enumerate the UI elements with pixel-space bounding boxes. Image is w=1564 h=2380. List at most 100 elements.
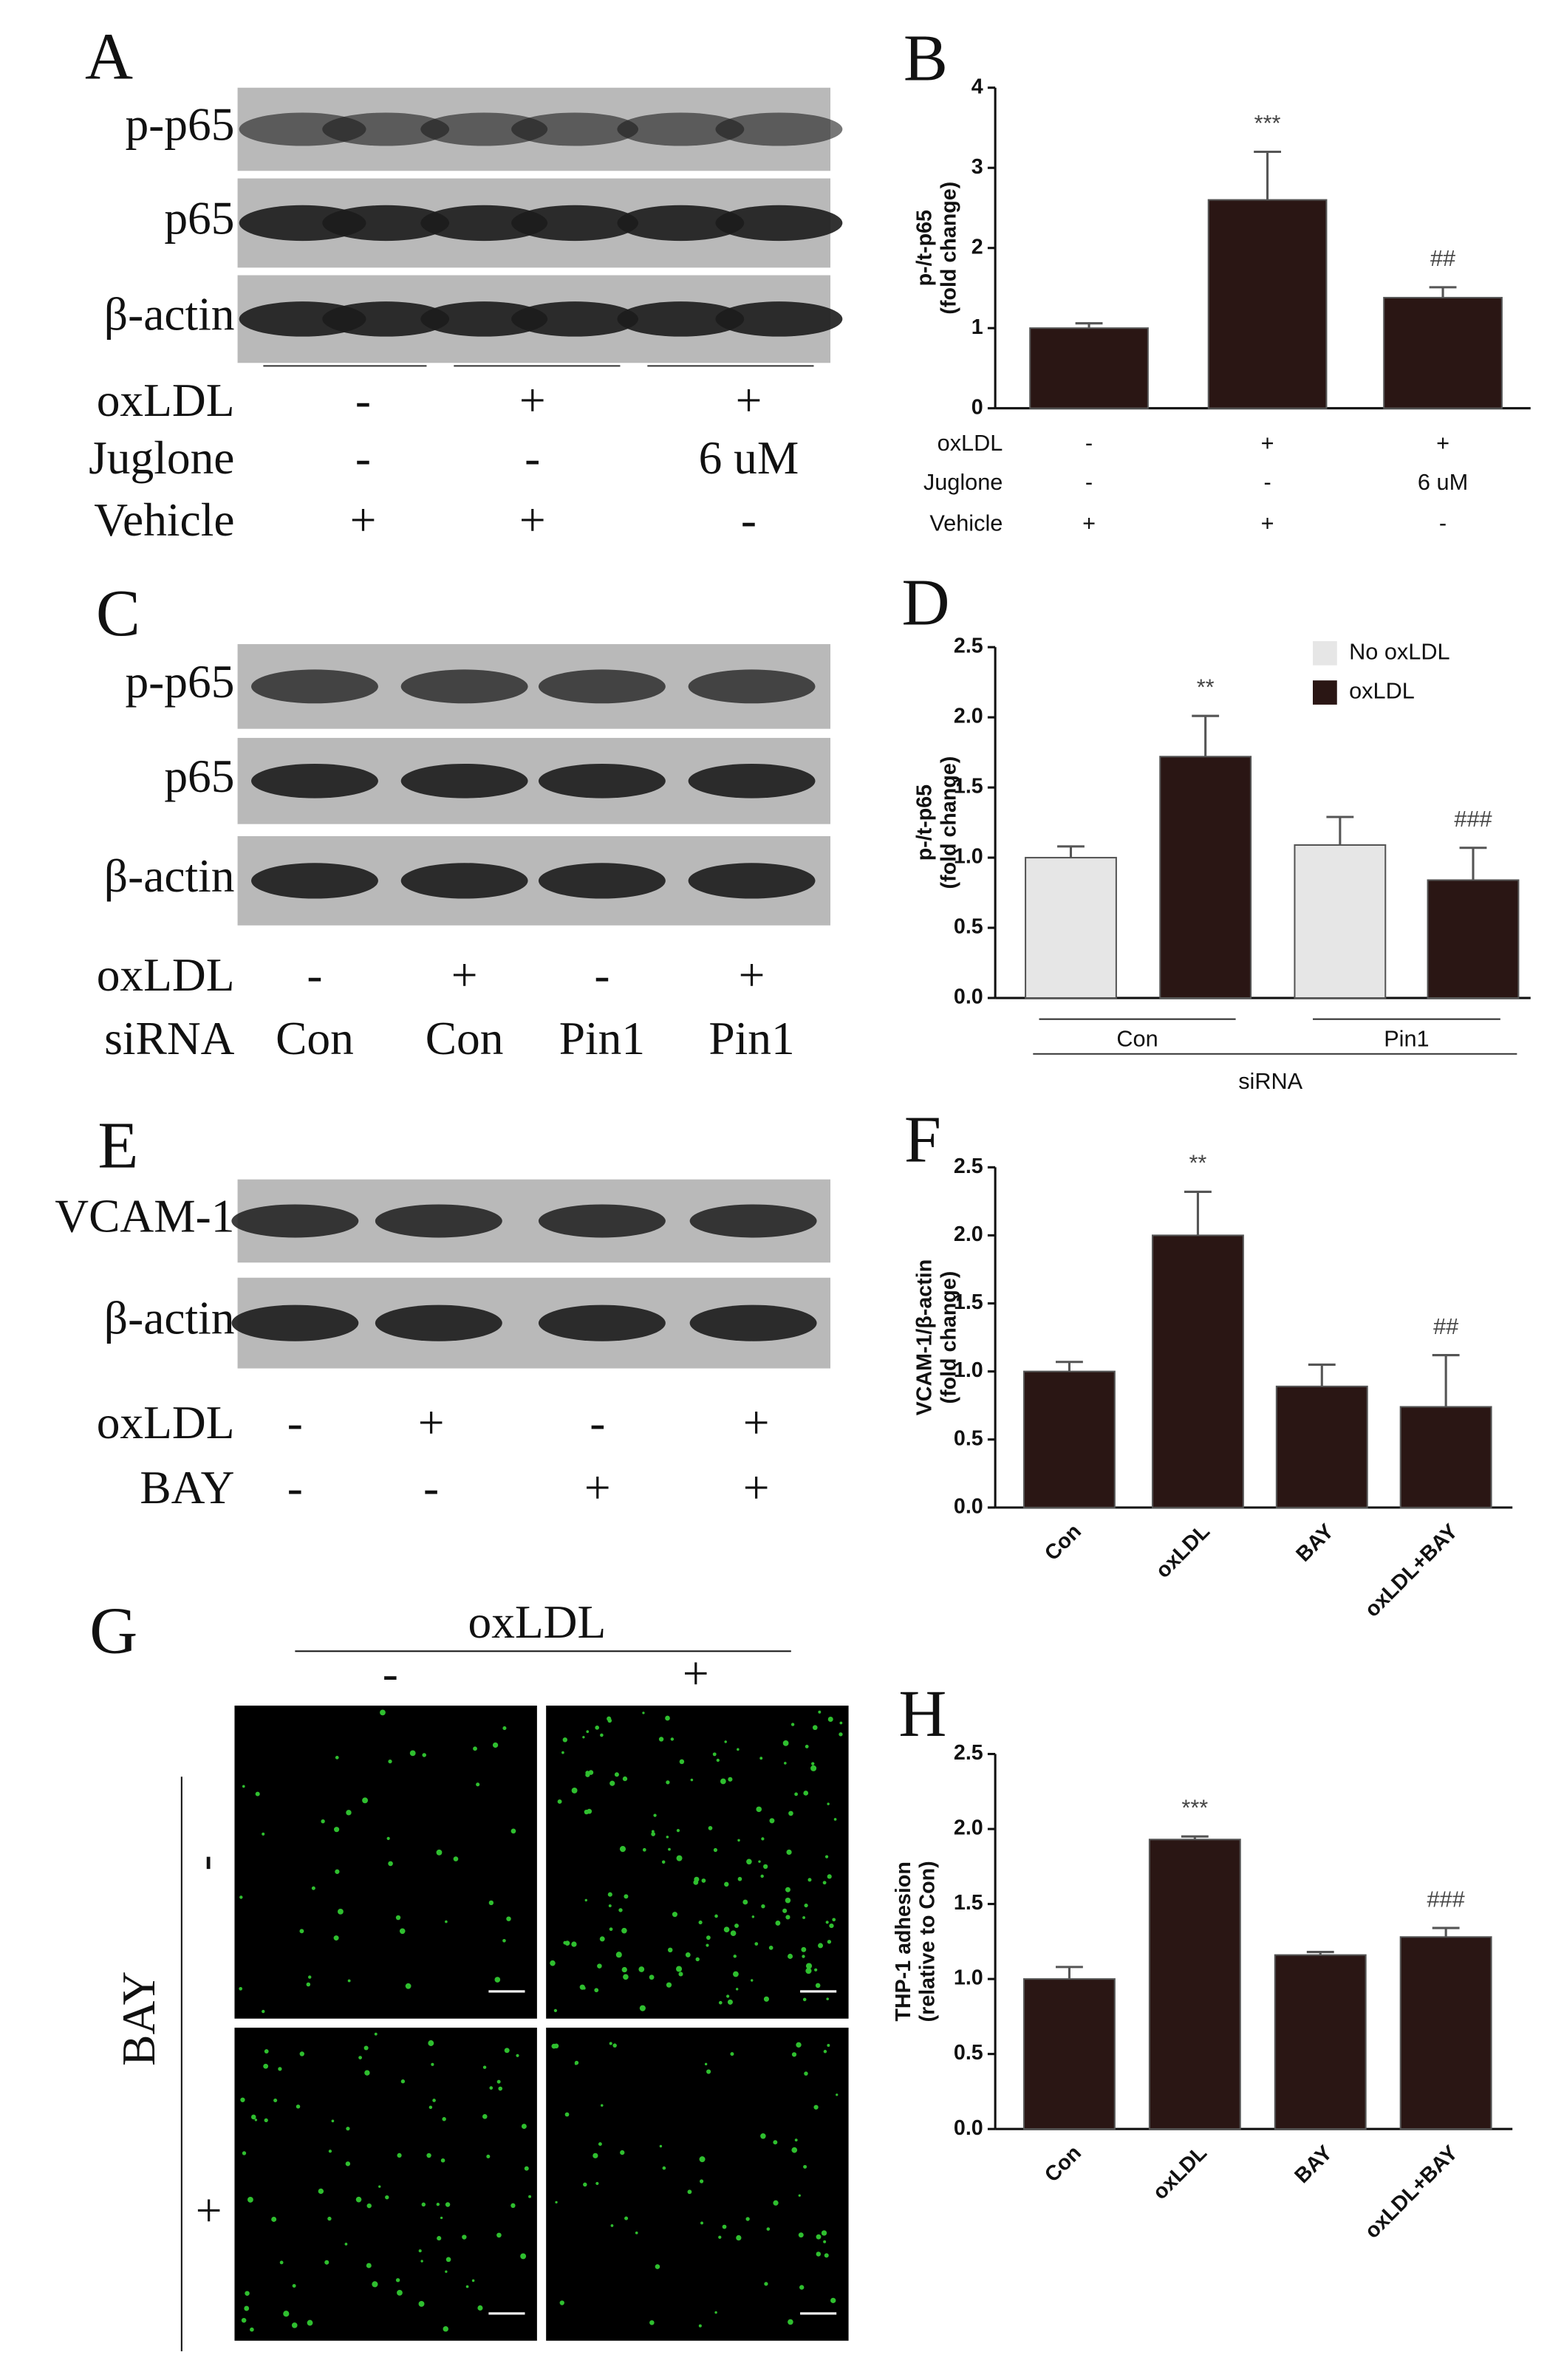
cell-dot (822, 1881, 827, 1885)
blot-band (511, 112, 639, 146)
cell-dot (839, 1721, 843, 1725)
condition-value: - (1263, 469, 1271, 495)
cell-dot (807, 1878, 812, 1882)
condition-name: oxLDL (938, 430, 1003, 456)
y-axis-label: (fold change) (937, 182, 960, 315)
blot-band (375, 1304, 502, 1341)
cell-dot (773, 2200, 779, 2206)
cell-dot (562, 1737, 567, 1743)
cell-dot (240, 2097, 245, 2102)
significance-label: ## (1433, 1313, 1458, 1339)
error-bar (1254, 150, 1282, 200)
cell-dot (600, 1733, 604, 1737)
row-header: BAY (112, 1972, 165, 2066)
significance-label: ** (1189, 1150, 1206, 1176)
cell-dot (582, 1736, 585, 1739)
cell-dot (788, 1810, 793, 1816)
y-tick-label: 1.0 (954, 1358, 983, 1382)
y-tick-label: 2.0 (954, 1223, 983, 1246)
cell-dot (422, 1753, 426, 1757)
cell-dot (790, 1723, 795, 1726)
condition-value: + (519, 493, 546, 546)
condition-value: Pin1 (559, 1012, 645, 1064)
cell-dot (262, 1832, 265, 1836)
cell-dot (571, 1941, 577, 1947)
cell-dot (653, 1813, 657, 1817)
y-axis-label: VCAM-1/β-actin (913, 1259, 937, 1416)
cell-dot (803, 1791, 809, 1796)
cell-dot (335, 1869, 340, 1874)
cell-dot (409, 1750, 416, 1757)
condition-value: - (1085, 469, 1093, 495)
cell-dot (299, 1929, 304, 1934)
cell-dot (333, 1935, 339, 1941)
blot-row-label: β-actin (104, 287, 235, 340)
blot-band (538, 1304, 666, 1341)
cell-dot (718, 2000, 723, 2005)
cell-dot (308, 1975, 312, 1979)
cell-dot (608, 1904, 612, 1908)
cell-dot (796, 2042, 802, 2048)
cell-dot (720, 1778, 726, 1785)
cell-dot (476, 1782, 480, 1787)
cell-dot (334, 1827, 340, 1833)
cell-dot (785, 1915, 790, 1920)
cell-dot (804, 2071, 808, 2076)
blot-band (420, 205, 548, 242)
cell-dot (836, 2093, 839, 2096)
cell-dot (292, 2284, 296, 2288)
significance-label: ### (1454, 806, 1492, 832)
cell-dot (678, 1972, 683, 1977)
cell-dot (588, 1770, 594, 1775)
cell-dot (832, 1918, 836, 1922)
cell-dot (471, 2279, 475, 2282)
x-tick-label: BAY (1290, 2141, 1337, 2189)
cell-dot (366, 2203, 372, 2209)
y-tick-label: 2.0 (954, 1816, 983, 1840)
cell-dot (599, 1936, 605, 1942)
cell-dot (344, 2243, 348, 2246)
cell-dot (622, 1776, 628, 1782)
cell-dot (818, 1710, 822, 1714)
error-bar (1432, 1926, 1460, 1938)
cell-dot (695, 1957, 700, 1962)
cell-dot (816, 2234, 822, 2240)
y-tick-label: 2 (971, 235, 983, 259)
cell-dot (610, 2224, 614, 2227)
cell-dot (693, 1879, 699, 1885)
cell-dot (827, 1802, 830, 1805)
cell-dot (706, 2069, 711, 2074)
cell-dot (331, 2119, 335, 2123)
cell-dot (609, 1780, 615, 1786)
cell-dot (247, 2196, 253, 2203)
cell-dot (827, 2043, 830, 2047)
cell-dot (318, 2188, 324, 2195)
cell-dot (750, 1979, 754, 1982)
cell-dot (385, 2195, 389, 2200)
cell-dot (250, 2327, 254, 2332)
cell-dot (635, 2231, 638, 2234)
condition-name: Vehicle (929, 510, 1003, 536)
blot-band (375, 1204, 502, 1238)
cell-dot (363, 2045, 369, 2051)
cell-dot (498, 2086, 503, 2091)
cell-dot (494, 1977, 501, 1983)
blot-band (715, 112, 843, 146)
blot-band (715, 301, 843, 337)
x-tick-label: Con (1116, 1025, 1158, 1051)
y-tick-label: 1.0 (954, 845, 983, 869)
cell-dot (727, 1999, 733, 2005)
panel-letter: B (904, 22, 948, 95)
cell-dot (437, 2236, 442, 2241)
y-tick-label: 2.5 (954, 1741, 983, 1765)
cell-dot (698, 2324, 702, 2328)
cell-dot (489, 2086, 494, 2090)
blot-band (231, 1204, 359, 1238)
cell-dot (506, 1916, 511, 1921)
cell-dot (655, 2264, 660, 2269)
cell-dot (687, 2189, 692, 2195)
blot-band (538, 763, 666, 799)
cell-dot (271, 2216, 277, 2222)
bar (1025, 857, 1117, 999)
cell-dot (442, 2117, 446, 2121)
